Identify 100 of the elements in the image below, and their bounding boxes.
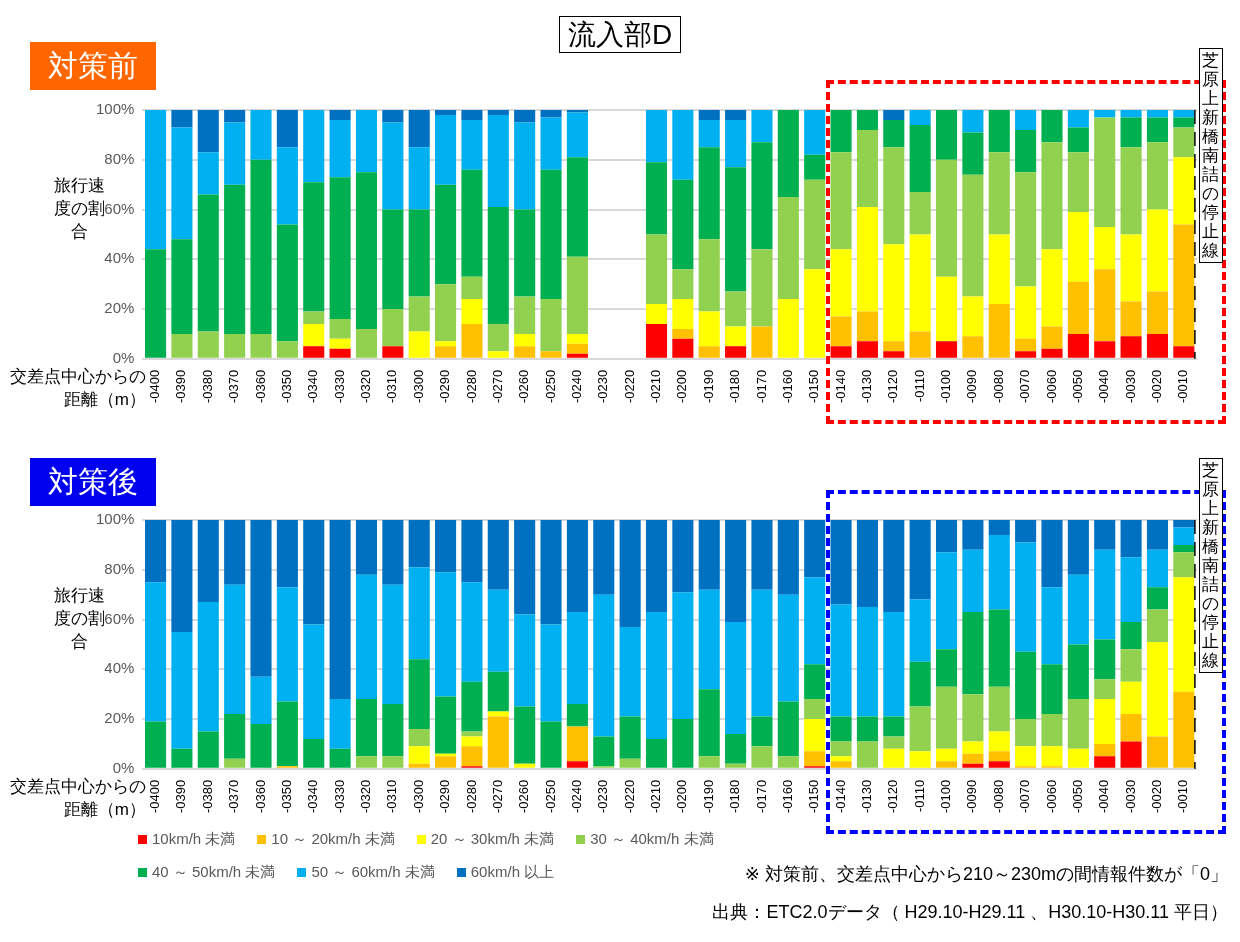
bar [461,736,483,747]
bar [461,299,483,324]
bar [1094,269,1116,342]
bar [751,326,773,358]
bar [804,664,826,700]
bar [145,520,167,583]
x-tick-label: -0260 [516,369,532,403]
bar [355,328,378,358]
bar [487,351,509,358]
x-tick-label: -0230 [595,369,611,403]
bar [461,276,483,300]
bar [514,110,536,123]
bar [645,738,668,768]
bar [435,184,457,285]
bar [1146,609,1168,642]
bar [1146,641,1168,737]
bar [382,122,404,210]
bar [171,333,193,358]
x-tick-label: -0250 [542,779,558,813]
x-tick-label: -0280 [463,369,479,403]
bar [909,124,931,193]
bar [1094,743,1116,757]
y-tick-label: 20% [104,299,135,317]
bar [698,147,720,240]
bar [988,686,1010,732]
bar [962,520,984,550]
bar [1146,333,1168,358]
bar [1015,338,1037,352]
bar [329,520,351,700]
bar [514,520,536,615]
x-tick-label: -0150 [806,779,822,813]
bar [672,179,694,270]
bar [777,594,799,702]
bar [1041,746,1063,767]
bar [1173,691,1195,768]
bar [988,731,1010,752]
bar [883,110,905,120]
bar [804,699,826,719]
bar [672,719,694,768]
bar [566,726,588,762]
bar [1146,520,1168,550]
bar [645,110,668,163]
bar [408,746,430,764]
bar [145,582,167,722]
bar [962,763,984,768]
bar [1146,110,1168,118]
x-tick-label: -0310 [384,779,400,813]
bar [303,624,325,739]
bar [935,520,958,553]
bar [303,520,325,625]
bar [988,609,1010,687]
bar [514,614,536,707]
bar [171,748,193,768]
bar [171,520,193,632]
bar [988,761,1010,768]
bar [777,520,799,595]
x-tick-label: -0350 [278,369,294,403]
x-tick-label: -0080 [990,779,1006,813]
bar [883,147,905,245]
bar [382,704,404,757]
bar [935,748,958,762]
bar [1094,226,1116,270]
bar [329,748,351,768]
bar [988,520,1010,535]
x-tick-label: -0190 [700,779,716,813]
bar [171,127,193,240]
chart-subtitle: 対策前 [30,42,156,90]
bar [804,577,826,665]
x-tick-label: -0390 [173,369,189,403]
bar [725,733,747,764]
bar [856,341,878,358]
bar [751,746,773,768]
x-tick-label: -0220 [621,369,637,403]
bar [751,716,773,747]
x-tick-label: -0300 [410,369,426,403]
bar [487,323,509,352]
bar [1094,756,1116,768]
x-tick-label: -0320 [358,779,374,813]
bar [435,572,457,697]
bar [1067,211,1089,282]
bar [856,520,878,608]
bar [303,311,325,324]
bar [303,182,325,312]
x-tick-label: -0400 [147,369,163,403]
x-tick-label: -0250 [542,369,558,403]
bar [593,520,615,595]
bar [1173,552,1195,578]
bar [645,323,668,358]
bar [1173,110,1195,118]
x-tick-label: -0010 [1175,779,1191,813]
bar [1015,520,1037,543]
bar [962,110,984,133]
bar [1041,142,1063,250]
bar [408,728,430,747]
bar [935,649,958,687]
bar [698,756,720,768]
bar [276,110,298,148]
bar [883,748,905,768]
bar [962,549,984,613]
bar [382,756,404,768]
